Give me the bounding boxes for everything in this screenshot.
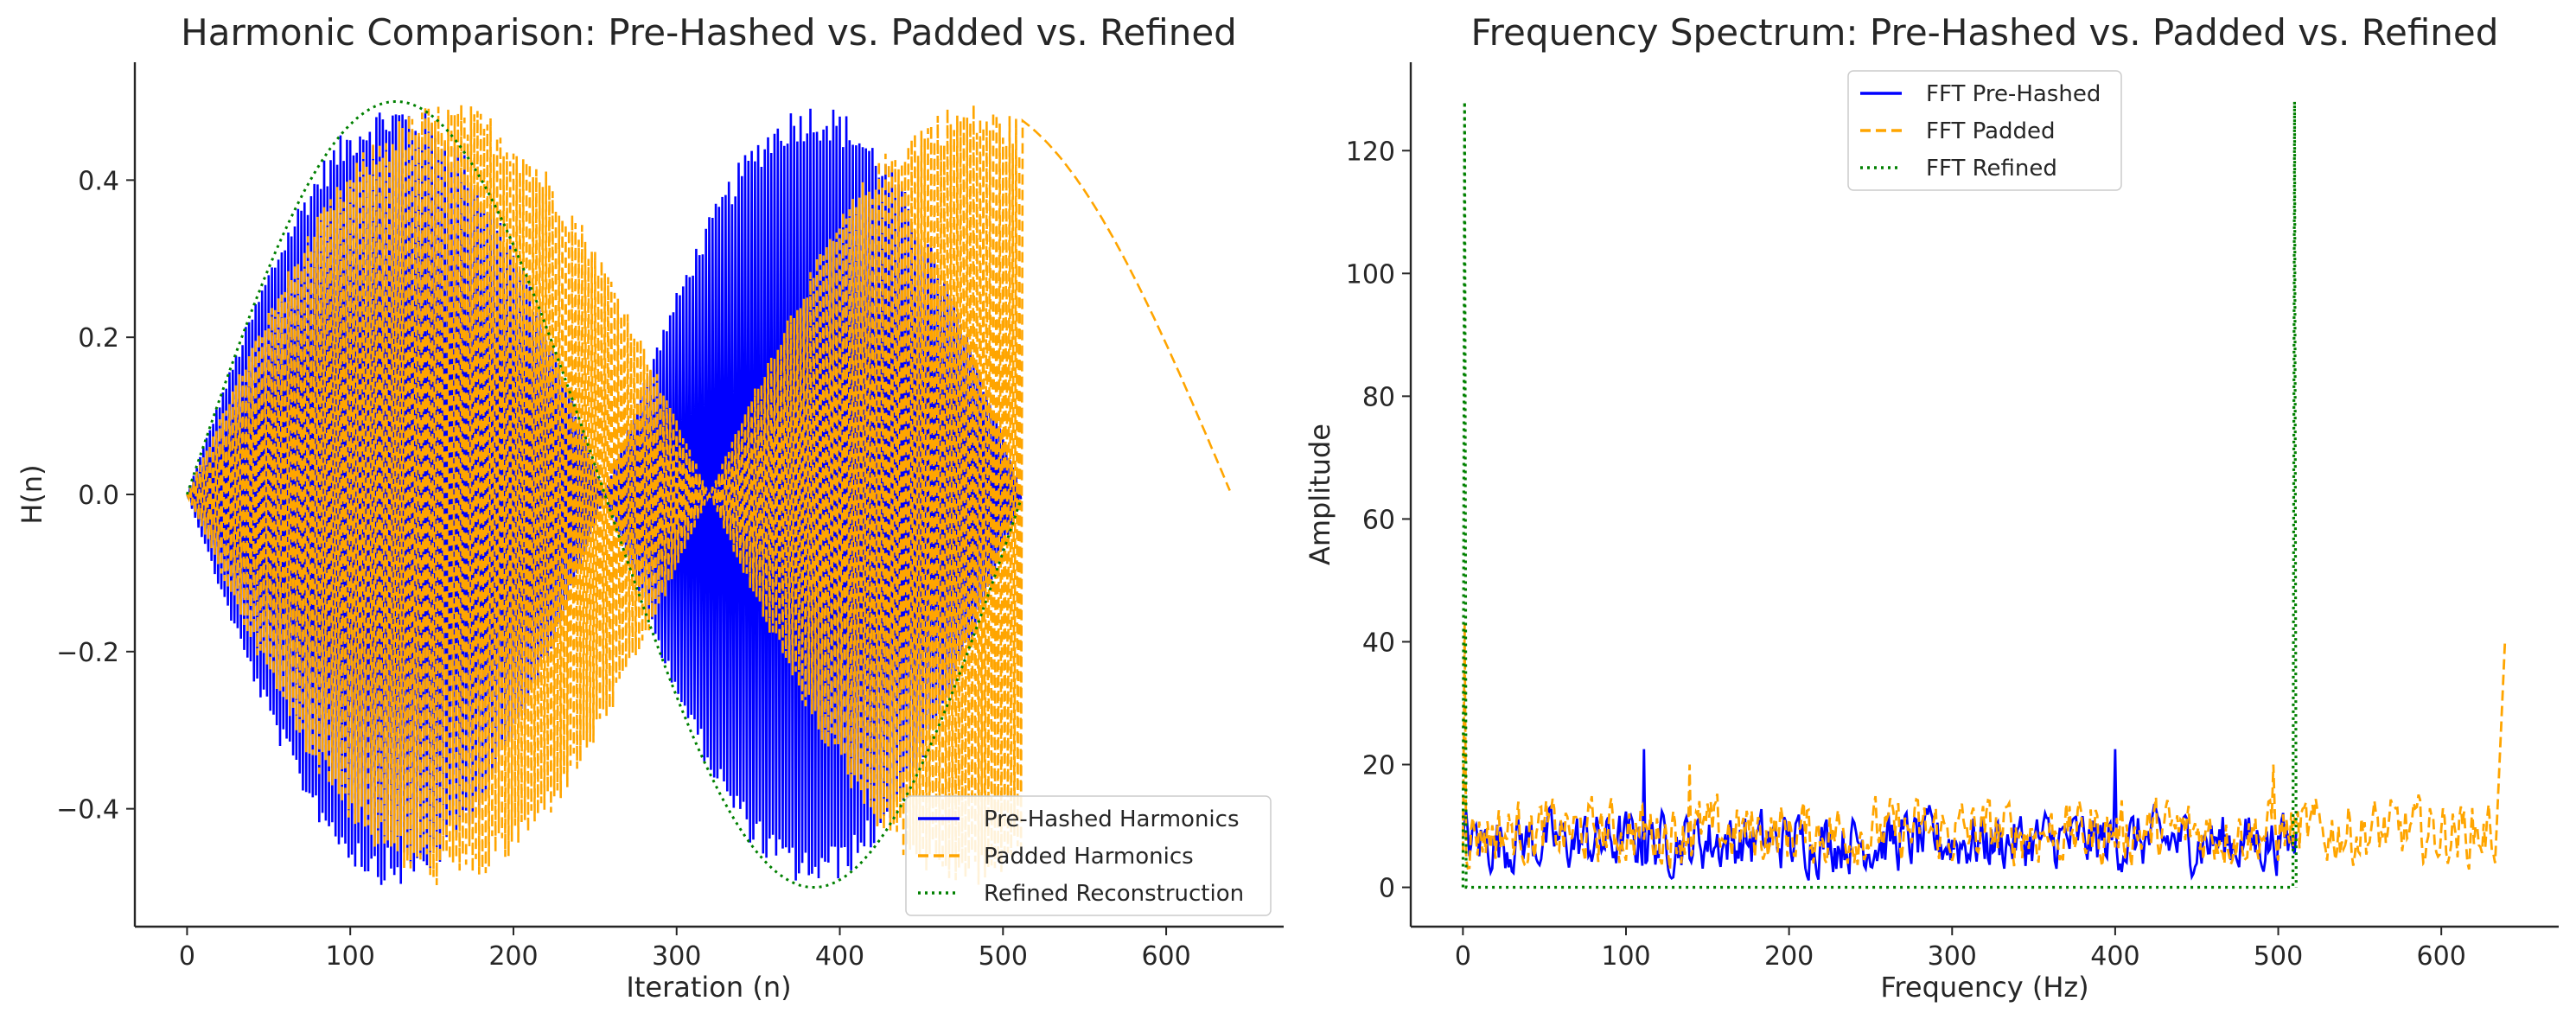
left-ticks: 0 100 200 300 400 500 600 −0.4 −0.2 0.0 0.2 0.4 bbox=[56, 166, 1191, 972]
x-tick-label: 100 bbox=[1601, 941, 1650, 972]
y-tick-label: 0 bbox=[1379, 874, 1395, 904]
y-tick-label: 60 bbox=[1362, 505, 1395, 535]
x-tick-label: 500 bbox=[979, 941, 1028, 972]
y-tick-label: 100 bbox=[1346, 259, 1395, 290]
harmonic-comparison-chart: 0 100 200 300 400 500 600 −0.4 −0.2 0.0 0.2 0.4 Har… bbox=[16, 11, 1284, 1004]
x-tick-label: 600 bbox=[2417, 941, 2466, 972]
x-tick-label: 200 bbox=[1764, 941, 1814, 972]
x-tick-label: 300 bbox=[652, 941, 701, 972]
legend-label-padded: Padded Harmonics bbox=[984, 844, 1194, 870]
right-x-axis-label: Frequency (Hz) bbox=[1880, 971, 2088, 1004]
y-tick-label: 80 bbox=[1362, 382, 1395, 412]
series-fft-padded bbox=[1462, 623, 2507, 870]
y-tick-label: 0.0 bbox=[78, 481, 119, 511]
x-tick-label: 400 bbox=[815, 941, 864, 972]
right-chart-title: Frequency Spectrum: Pre-Hashed vs. Padde… bbox=[1471, 11, 2499, 54]
left-x-axis-label: Iteration (n) bbox=[626, 971, 791, 1004]
left-chart-title: Harmonic Comparison: Pre-Hashed vs. Padd… bbox=[181, 11, 1237, 54]
left-legend: Pre-Hashed Harmonics Padded Harmonics Re… bbox=[905, 795, 1272, 916]
y-tick-label: 40 bbox=[1362, 628, 1395, 658]
right-legend-box bbox=[1847, 70, 2122, 191]
legend-label-fft-padded: FFT Padded bbox=[1926, 118, 2056, 144]
x-tick-label: 300 bbox=[1928, 941, 1977, 972]
legend-label-refined: Refined Reconstruction bbox=[984, 881, 1244, 907]
legend-label-pre-hashed: Pre-Hashed Harmonics bbox=[984, 806, 1239, 832]
legend-label-fft-refined: FFT Refined bbox=[1926, 156, 2057, 182]
left-legend-box bbox=[905, 795, 1272, 916]
y-tick-label: 0.4 bbox=[78, 166, 119, 196]
x-tick-label: 0 bbox=[179, 941, 195, 972]
y-tick-label: −0.4 bbox=[56, 795, 119, 826]
y-tick-label: 120 bbox=[1346, 137, 1395, 167]
x-tick-label: 600 bbox=[1141, 941, 1190, 972]
y-tick-label: −0.2 bbox=[56, 638, 119, 668]
series-refined-reconstruction bbox=[185, 100, 1023, 889]
left-y-axis-label: H(n) bbox=[16, 464, 48, 524]
x-tick-label: 200 bbox=[488, 941, 538, 972]
y-tick-label: 0.2 bbox=[78, 323, 119, 354]
harmonic-plot-area bbox=[185, 100, 1231, 889]
spectrum-plot-area bbox=[1461, 101, 2507, 889]
series-padded-harmonics bbox=[186, 104, 1231, 886]
x-tick-label: 0 bbox=[1455, 941, 1471, 972]
right-ticks: 0 100 200 300 400 500 600 0 20 40 60 80 100 120 bbox=[1346, 137, 2466, 972]
x-tick-label: 400 bbox=[2090, 941, 2139, 972]
y-tick-label: 20 bbox=[1362, 751, 1395, 781]
frequency-spectrum-chart: 0 100 200 300 400 500 600 0 20 40 60 80 100 120 Frequ… bbox=[1304, 11, 2559, 1004]
series-fft-refined bbox=[1461, 101, 2298, 889]
x-tick-label: 100 bbox=[326, 941, 375, 972]
right-y-axis-label: Amplitude bbox=[1304, 424, 1336, 565]
right-legend: FFT Pre-Hashed FFT Padded FFT Refined bbox=[1847, 70, 2122, 191]
legend-label-fft-pre-hashed: FFT Pre-Hashed bbox=[1926, 81, 2101, 107]
x-tick-label: 500 bbox=[2254, 941, 2303, 972]
